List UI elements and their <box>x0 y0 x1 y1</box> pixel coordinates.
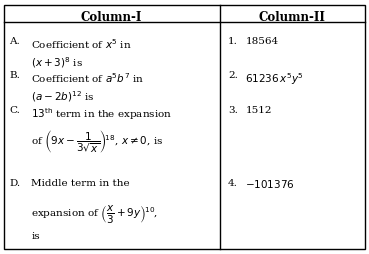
Text: Column-II: Column-II <box>258 11 325 24</box>
Text: $(x+3)^8$ is: $(x+3)^8$ is <box>31 55 83 69</box>
Text: A.: A. <box>9 37 20 46</box>
Text: Middle term in the: Middle term in the <box>31 178 130 187</box>
Text: of $\left(9x-\dfrac{1}{3\sqrt{x}}\right)^{\!18}$, $x\neq 0$, is: of $\left(9x-\dfrac{1}{3\sqrt{x}}\right)… <box>31 128 164 154</box>
Text: B.: B. <box>9 71 20 80</box>
Text: C.: C. <box>9 105 20 114</box>
Text: 3.: 3. <box>228 105 238 114</box>
Text: 1.: 1. <box>228 37 238 46</box>
Text: $13^{\rm th}$ term in the expansion: $13^{\rm th}$ term in the expansion <box>31 105 173 121</box>
Text: $(a-2b)^{12}$ is: $(a-2b)^{12}$ is <box>31 89 95 104</box>
Text: D.: D. <box>9 178 20 187</box>
Text: 4.: 4. <box>228 178 238 187</box>
Text: $-101376$: $-101376$ <box>245 178 295 190</box>
Text: 1512: 1512 <box>245 105 272 114</box>
Text: 18564: 18564 <box>245 37 279 46</box>
Text: $61236\,x^5y^5$: $61236\,x^5y^5$ <box>245 71 304 87</box>
Text: Coefficient of $x^5$ in: Coefficient of $x^5$ in <box>31 37 132 51</box>
Text: Coefficient of $a^5b^7$ in: Coefficient of $a^5b^7$ in <box>31 71 145 85</box>
Text: expansion of $\left(\dfrac{x}{3}+9y\right)^{\!10}$,: expansion of $\left(\dfrac{x}{3}+9y\righ… <box>31 202 159 224</box>
Text: is: is <box>31 231 40 240</box>
Text: 2.: 2. <box>228 71 238 80</box>
Text: Column-I: Column-I <box>80 11 141 24</box>
